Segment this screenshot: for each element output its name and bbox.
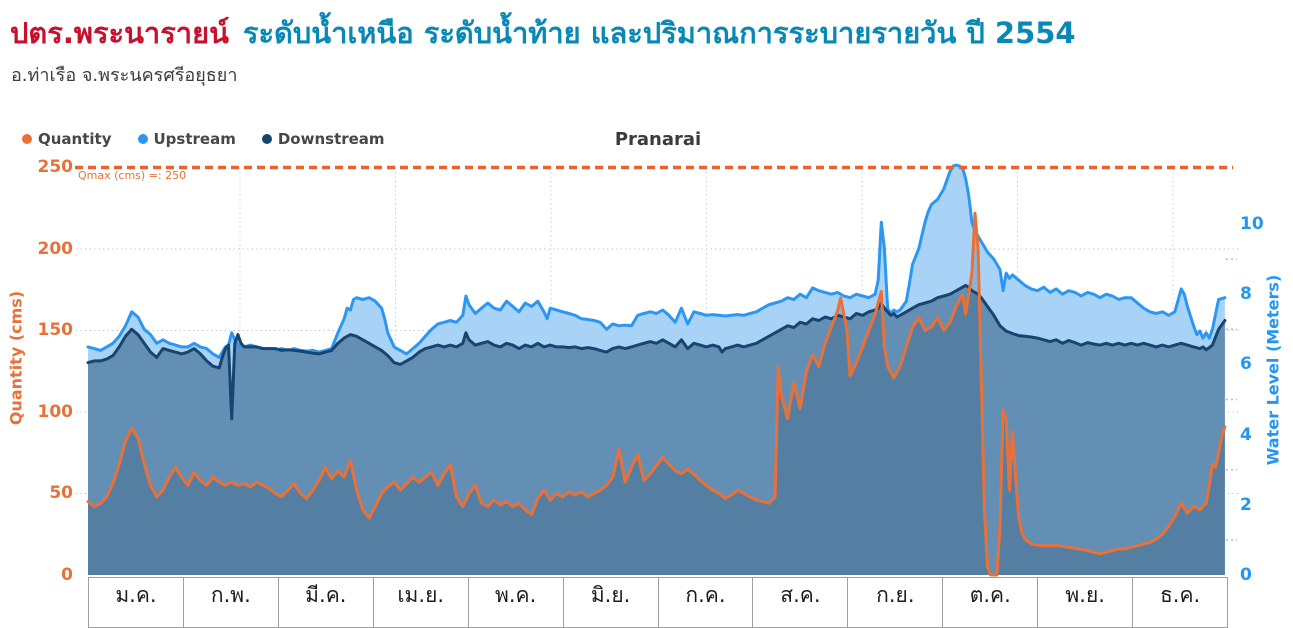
- station-name: ปตร.พระนารายน์: [10, 16, 229, 50]
- month-label-jul: ก.ค.: [657, 577, 754, 628]
- right-axis-tick: 0: [1240, 565, 1252, 585]
- legend-item-upstream: Upstream: [137, 130, 236, 148]
- left-axis-tick: 100: [37, 402, 74, 422]
- downstream-line: [86, 283, 1227, 421]
- month-label-oct: ต.ค.: [942, 577, 1039, 628]
- right-axis-tick: 4: [1240, 425, 1252, 445]
- month-label-nov: พ.ย.: [1037, 577, 1134, 628]
- left-axis-tick: 50: [49, 483, 73, 503]
- month-label-may: พ.ค.: [467, 577, 564, 628]
- page-title-description: ระดับน้ำเหนือ ระดับน้ำท้าย และปริมาณการร…: [242, 16, 1076, 50]
- upstream-legend-dot-icon: [137, 134, 148, 144]
- legend-label: Upstream: [153, 130, 236, 148]
- quantity-line: [86, 211, 1227, 577]
- right-axis-tick: 8: [1240, 284, 1252, 304]
- legend-label: Downstream: [277, 130, 385, 148]
- quantity-legend-dot-icon: [22, 134, 32, 144]
- upstream-line: [86, 163, 1227, 359]
- left-axis-tick: 250: [37, 157, 74, 177]
- page-title: ปตร.พระนารายน์ ระดับน้ำเหนือ ระดับน้ำท้าย…: [10, 10, 1076, 56]
- right-axis-tick: 6: [1240, 354, 1252, 374]
- upstream-area: [88, 165, 1225, 575]
- x-axis-month-row: ม.ค. ก.พ. มี.ค. เม.ย. พ.ค. มิ.ย. ก.ค. ส.…: [88, 577, 1229, 628]
- month-label-jun: มิ.ย.: [562, 577, 659, 628]
- month-label-sep: ก.ย.: [847, 577, 944, 628]
- right-axis-tick: 2: [1240, 495, 1252, 515]
- downstream-area: [88, 285, 1225, 575]
- downstream-legend-dot-icon: [261, 134, 272, 144]
- month-label-dec: ธ.ค.: [1132, 577, 1229, 628]
- legend-item-quantity: Quantity: [22, 130, 112, 148]
- left-axis-tick: 200: [37, 239, 74, 259]
- left-axis-tick: 150: [37, 320, 74, 340]
- quantity-area: [88, 213, 1225, 575]
- month-label-feb: ก.พ.: [182, 577, 279, 628]
- month-label-mar: มี.ค.: [277, 577, 374, 628]
- qmax-annotation: Qmax (cms) =: 250: [78, 169, 187, 182]
- left-axis-tick: 0: [61, 565, 73, 585]
- chart-legend: Quantity Upstream Downstream: [22, 130, 385, 148]
- legend-item-downstream: Downstream: [261, 130, 385, 148]
- chart-title: Pranarai: [614, 129, 702, 150]
- legend-label: Quantity: [38, 130, 112, 148]
- month-label-jan: ม.ค.: [88, 577, 184, 628]
- station-location: อ.ท่าเรือ จ.พระนครศรีอยุธยา: [11, 65, 238, 86]
- month-label-aug: ส.ค.: [752, 577, 849, 628]
- month-label-apr: เม.ย.: [372, 577, 469, 628]
- right-axis-tick: 10: [1240, 214, 1264, 234]
